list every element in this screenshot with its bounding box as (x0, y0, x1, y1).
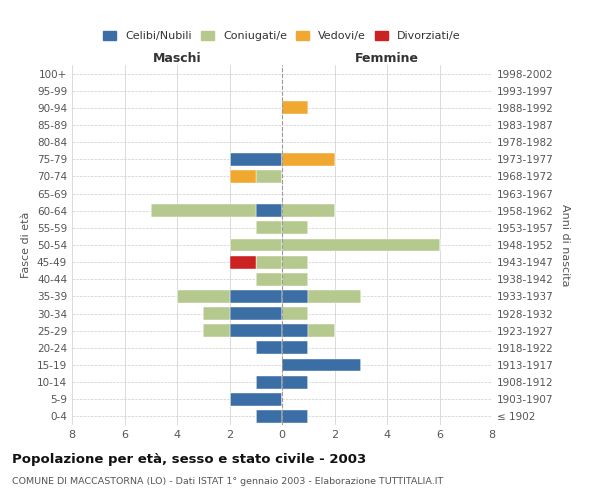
Bar (282, 273, 308, 285)
Bar (177, 290, 229, 303)
Bar (256, 222, 282, 234)
Bar (256, 256, 282, 268)
Bar (256, 410, 282, 423)
Bar (229, 324, 282, 337)
Text: Maschi: Maschi (152, 52, 202, 65)
Bar (308, 290, 361, 303)
Bar (282, 410, 308, 423)
Bar (256, 342, 282, 354)
Bar (282, 376, 308, 388)
Bar (229, 153, 282, 166)
Bar (282, 307, 308, 320)
Bar (256, 376, 282, 388)
Bar (151, 204, 256, 217)
Y-axis label: Fasce di età: Fasce di età (22, 212, 31, 278)
Bar (229, 170, 256, 183)
Bar (203, 324, 229, 337)
Bar (229, 393, 282, 406)
Text: Popolazione per età, sesso e stato civile - 2003: Popolazione per età, sesso e stato civil… (12, 452, 366, 466)
Bar (229, 290, 282, 303)
Bar (256, 204, 282, 217)
Bar (282, 290, 308, 303)
Bar (282, 102, 308, 114)
Bar (282, 324, 308, 337)
Text: COMUNE DI MACCASTORNA (LO) - Dati ISTAT 1° gennaio 2003 - Elaborazione TUTTITALI: COMUNE DI MACCASTORNA (LO) - Dati ISTAT … (12, 478, 443, 486)
Bar (229, 238, 282, 252)
Bar (282, 222, 308, 234)
Bar (203, 307, 229, 320)
Bar (308, 324, 335, 337)
Bar (282, 342, 308, 354)
Bar (256, 170, 282, 183)
Bar (282, 256, 308, 268)
Text: Femmine: Femmine (355, 52, 419, 65)
Bar (229, 307, 282, 320)
Legend: Celibi/Nubili, Coniugati/e, Vedovi/e, Divorziati/e: Celibi/Nubili, Coniugati/e, Vedovi/e, Di… (100, 28, 464, 44)
Bar (256, 273, 282, 285)
Bar (282, 358, 361, 372)
Bar (282, 153, 335, 166)
Bar (282, 204, 335, 217)
Bar (229, 256, 256, 268)
Bar (282, 238, 439, 252)
Y-axis label: Anni di nascita: Anni di nascita (560, 204, 570, 286)
